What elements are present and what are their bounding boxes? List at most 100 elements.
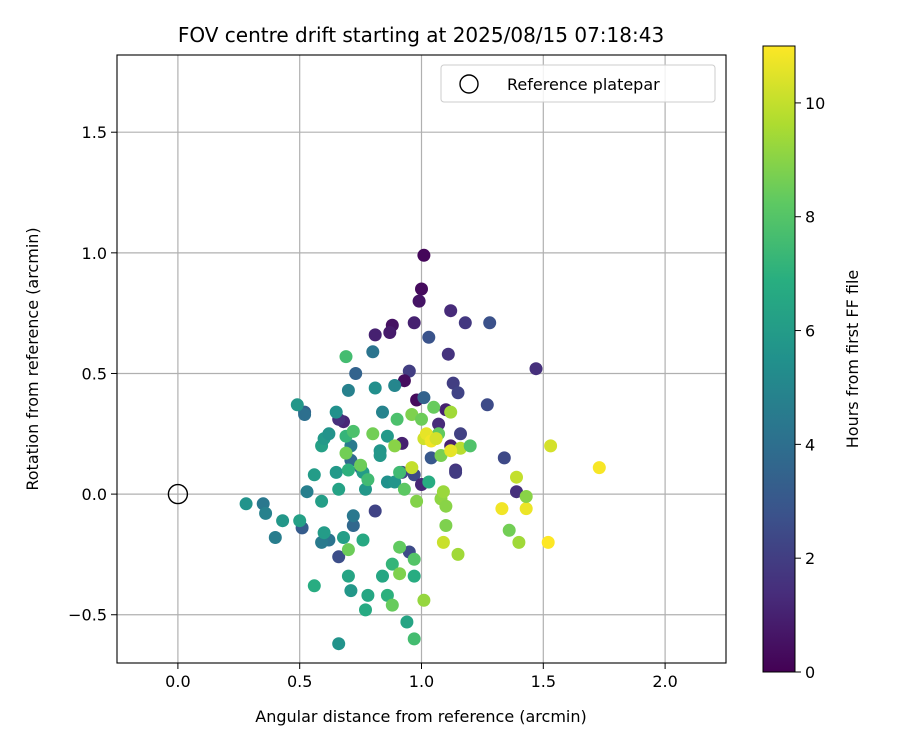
scatter-point	[354, 458, 368, 472]
scatter-point	[397, 374, 411, 388]
scatter-point	[361, 588, 375, 602]
legend-marker-icon	[459, 74, 479, 94]
x-tick-label: 2.0	[652, 672, 677, 691]
scatter-point	[436, 535, 450, 549]
scatter-point	[388, 439, 402, 453]
y-axis-ticks: −0.5 0.0 0.5 1.0 1.5	[68, 123, 117, 625]
scatter-point	[349, 367, 363, 380]
colorbar-tick-label: 0	[805, 663, 815, 682]
scatter-point	[417, 593, 431, 607]
scatter-point	[359, 482, 372, 496]
scatter-point	[512, 535, 526, 549]
scatter-point	[293, 514, 307, 528]
scatter-point	[239, 497, 253, 511]
scatter-point	[380, 429, 394, 443]
scatter-point	[544, 439, 558, 453]
scatter-point	[380, 588, 394, 602]
scatter-point	[417, 391, 431, 405]
scatter-point	[317, 526, 331, 540]
colorbar-tick-label: 4	[805, 435, 815, 454]
scatter-point	[451, 547, 465, 561]
scatter-point	[400, 615, 414, 629]
scatter-point	[341, 383, 355, 397]
scatter-point	[454, 441, 467, 455]
colorbar-tick-label: 6	[805, 322, 815, 341]
scatter-point	[480, 398, 494, 412]
scatter-point	[373, 449, 387, 462]
scatter-point	[339, 446, 353, 460]
scatter-point	[359, 603, 372, 617]
scatter-point	[307, 468, 321, 482]
scatter-point	[407, 316, 421, 330]
scatter-point	[344, 584, 358, 598]
colorbar-label: Hours from first FF file	[843, 270, 862, 449]
reference-platepar-point	[167, 483, 189, 505]
scatter-point	[361, 473, 375, 487]
scatter-point	[541, 535, 555, 549]
scatter-point	[298, 408, 312, 421]
legend-entry-label: Reference platepar	[507, 75, 660, 94]
scatter-point	[444, 304, 458, 318]
scatter-point	[432, 417, 446, 431]
y-tick-label: 0.0	[82, 485, 107, 504]
scatter-point	[341, 543, 355, 557]
scatter-point	[268, 531, 282, 544]
scatter-point	[307, 579, 321, 593]
scatter-point	[405, 461, 419, 475]
scatter-point	[388, 475, 402, 489]
scatter-point	[356, 533, 370, 547]
scatter-point	[393, 465, 407, 479]
scatter-point	[346, 519, 360, 532]
scatter-point	[436, 485, 450, 499]
y-tick-label: 1.0	[82, 244, 107, 263]
scatter-point	[449, 465, 463, 479]
colorbar-tick-label: 8	[805, 208, 815, 227]
scatter-point	[495, 502, 509, 516]
scatter-point	[368, 504, 382, 518]
scatter-point	[415, 412, 428, 426]
scatter-point	[519, 502, 533, 516]
chart-title: FOV centre drift starting at 2025/08/15 …	[178, 23, 664, 47]
scatter-point	[502, 523, 516, 537]
colorbar-ticks: 0 2 4 6 8 10	[795, 94, 825, 682]
scatter-point	[444, 444, 458, 458]
scatter-point	[510, 485, 523, 499]
scatter-point	[407, 632, 421, 646]
legend-box	[440, 64, 716, 103]
scatter-point	[463, 439, 477, 453]
scatter-point	[341, 463, 355, 477]
scatter-point	[346, 424, 360, 438]
y-tick-label: −0.5	[68, 606, 107, 625]
scatter-point	[332, 550, 346, 564]
scatter-point	[368, 328, 382, 342]
scatter-point	[483, 316, 497, 330]
scatter-point	[529, 362, 543, 376]
scatter-point	[390, 412, 404, 426]
scatter-point	[332, 637, 346, 651]
scatter-point	[441, 347, 455, 361]
scatter-point	[337, 531, 350, 544]
x-axis-label: Angular distance from reference (arcmin)	[255, 707, 586, 726]
scatter-point	[417, 248, 431, 262]
scatter-point	[322, 427, 336, 441]
scatter-point	[388, 379, 402, 392]
scatter-point	[368, 381, 382, 395]
scatter-point	[315, 494, 329, 508]
scatter-point	[427, 400, 441, 414]
y-axis-label: Rotation from reference (arcmin)	[23, 227, 42, 490]
scatter-point	[446, 376, 460, 390]
scatter-point	[458, 316, 472, 330]
grid	[117, 55, 726, 663]
scatter-point	[412, 294, 426, 308]
scatter-point	[444, 405, 458, 419]
scatter-points	[239, 248, 606, 651]
scatter-point	[407, 552, 421, 566]
scatter-point	[397, 482, 411, 496]
scatter-point	[424, 451, 438, 465]
x-tick-label: 1.0	[409, 672, 434, 691]
y-tick-label: 1.5	[82, 123, 107, 142]
scatter-point	[422, 330, 436, 344]
scatter-point	[329, 465, 343, 479]
scatter-point	[385, 598, 399, 612]
scatter-point	[519, 490, 533, 503]
